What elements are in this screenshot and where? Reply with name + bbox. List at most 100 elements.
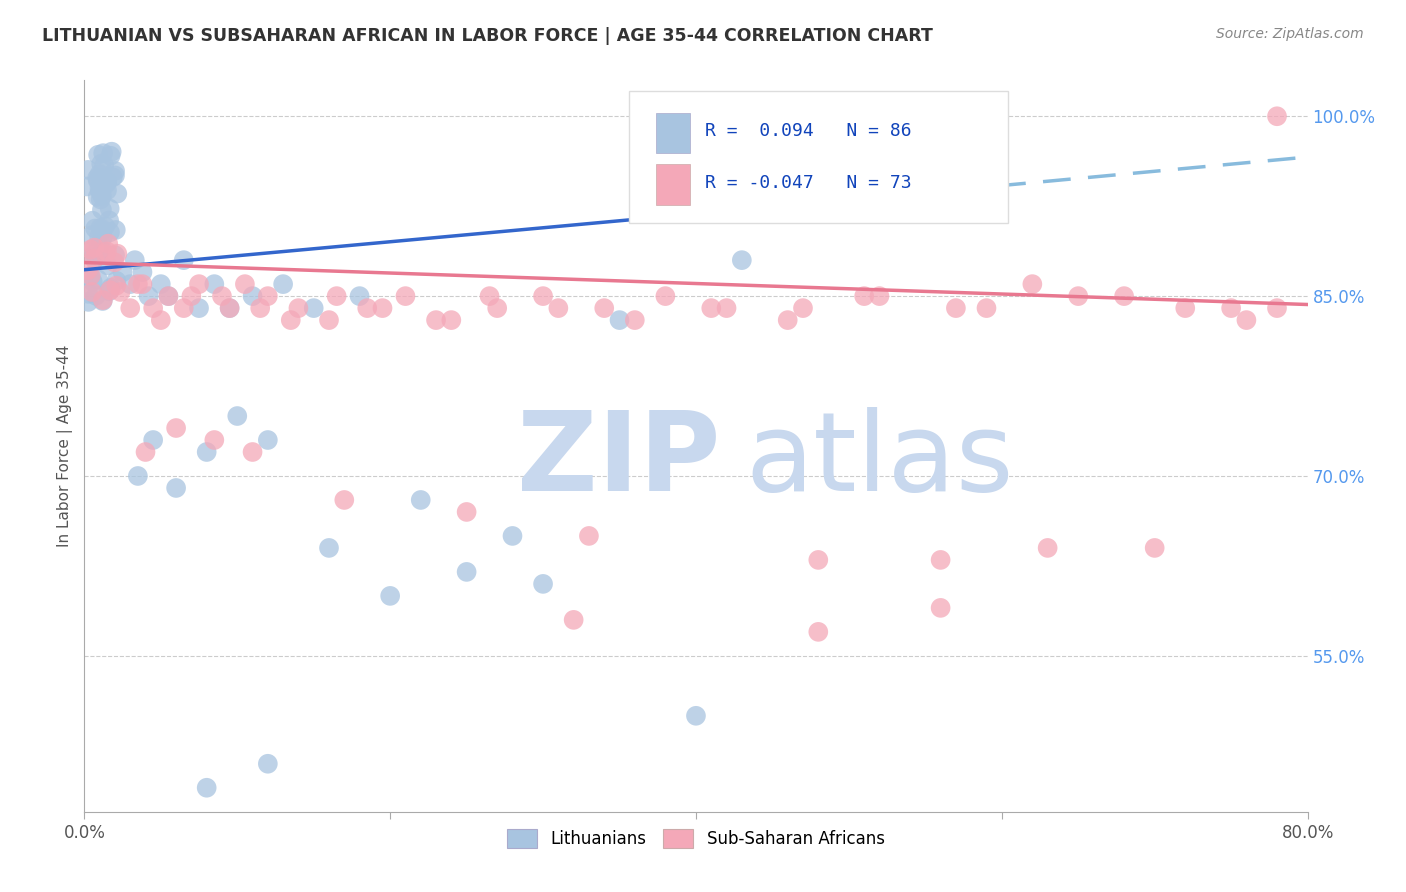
- Point: [853, 289, 876, 303]
- Point: [91, 146, 114, 161]
- Point: [83, 247, 105, 261]
- Point: [440, 313, 463, 327]
- Point: [110, 285, 132, 299]
- Point: [425, 313, 447, 327]
- Point: [100, 149, 122, 163]
- Point: [531, 289, 554, 303]
- Point: [96, 174, 118, 188]
- Point: [91, 293, 114, 308]
- Point: [486, 301, 509, 315]
- FancyBboxPatch shape: [655, 164, 690, 204]
- Point: [1036, 541, 1059, 555]
- Point: [91, 230, 114, 244]
- Point: [98, 202, 121, 216]
- Point: [84, 221, 107, 235]
- Point: [180, 289, 202, 303]
- Point: [318, 313, 340, 327]
- Point: [89, 181, 111, 195]
- Point: [76, 179, 98, 194]
- Point: [188, 277, 211, 292]
- Point: [157, 289, 180, 303]
- Point: [271, 277, 294, 292]
- Point: [531, 577, 554, 591]
- Point: [127, 277, 149, 292]
- Point: [456, 505, 478, 519]
- Point: [578, 529, 600, 543]
- Point: [807, 553, 830, 567]
- Point: [1220, 301, 1243, 315]
- Point: [776, 313, 799, 327]
- Point: [105, 274, 128, 288]
- Point: [96, 244, 118, 259]
- Point: [318, 541, 340, 555]
- Point: [242, 289, 264, 303]
- Point: [94, 247, 117, 261]
- Point: [257, 289, 280, 303]
- Point: [173, 301, 195, 315]
- Point: [96, 177, 118, 191]
- Point: [104, 223, 127, 237]
- Point: [90, 193, 112, 207]
- Point: [945, 301, 967, 315]
- Point: [165, 421, 187, 435]
- Point: [716, 301, 738, 315]
- Point: [502, 529, 524, 543]
- Point: [86, 170, 108, 185]
- Point: [1265, 301, 1288, 315]
- Point: [82, 275, 104, 289]
- Point: [120, 301, 142, 315]
- Point: [233, 277, 256, 292]
- Text: R = -0.047   N = 73: R = -0.047 N = 73: [704, 174, 911, 192]
- Point: [249, 301, 271, 315]
- Point: [77, 162, 100, 177]
- Point: [333, 492, 356, 507]
- Y-axis label: In Labor Force | Age 35-44: In Labor Force | Age 35-44: [58, 345, 73, 547]
- Point: [127, 469, 149, 483]
- Point: [1021, 277, 1043, 292]
- Point: [456, 565, 478, 579]
- Point: [84, 289, 107, 303]
- Point: [104, 164, 127, 178]
- Point: [807, 624, 830, 639]
- Point: [478, 289, 501, 303]
- Point: [287, 301, 309, 315]
- Point: [89, 167, 111, 181]
- Point: [173, 253, 195, 268]
- Point: [90, 157, 112, 171]
- Point: [195, 780, 218, 795]
- Point: [976, 301, 998, 315]
- Point: [157, 289, 180, 303]
- Point: [104, 255, 127, 269]
- Point: [98, 213, 121, 227]
- Point: [105, 186, 128, 201]
- Point: [89, 185, 111, 199]
- Point: [202, 433, 225, 447]
- Point: [624, 313, 647, 327]
- Point: [1143, 541, 1166, 555]
- Point: [90, 171, 112, 186]
- Point: [257, 433, 280, 447]
- Point: [91, 188, 114, 202]
- Point: [1236, 313, 1258, 327]
- Point: [280, 313, 302, 327]
- Point: [83, 252, 105, 266]
- Point: [90, 223, 112, 237]
- Point: [100, 281, 122, 295]
- Point: [547, 301, 569, 315]
- Point: [409, 492, 432, 507]
- Text: Source: ZipAtlas.com: Source: ZipAtlas.com: [1216, 27, 1364, 41]
- Point: [105, 246, 128, 260]
- Text: R =  0.094   N = 86: R = 0.094 N = 86: [704, 122, 911, 140]
- Point: [79, 269, 101, 284]
- Point: [120, 277, 142, 292]
- Point: [93, 159, 115, 173]
- Point: [731, 253, 754, 268]
- Point: [82, 285, 104, 299]
- Point: [138, 289, 160, 303]
- Point: [195, 445, 218, 459]
- Point: [77, 286, 100, 301]
- Point: [77, 294, 100, 309]
- Point: [104, 248, 127, 262]
- Point: [792, 301, 814, 315]
- Point: [654, 289, 676, 303]
